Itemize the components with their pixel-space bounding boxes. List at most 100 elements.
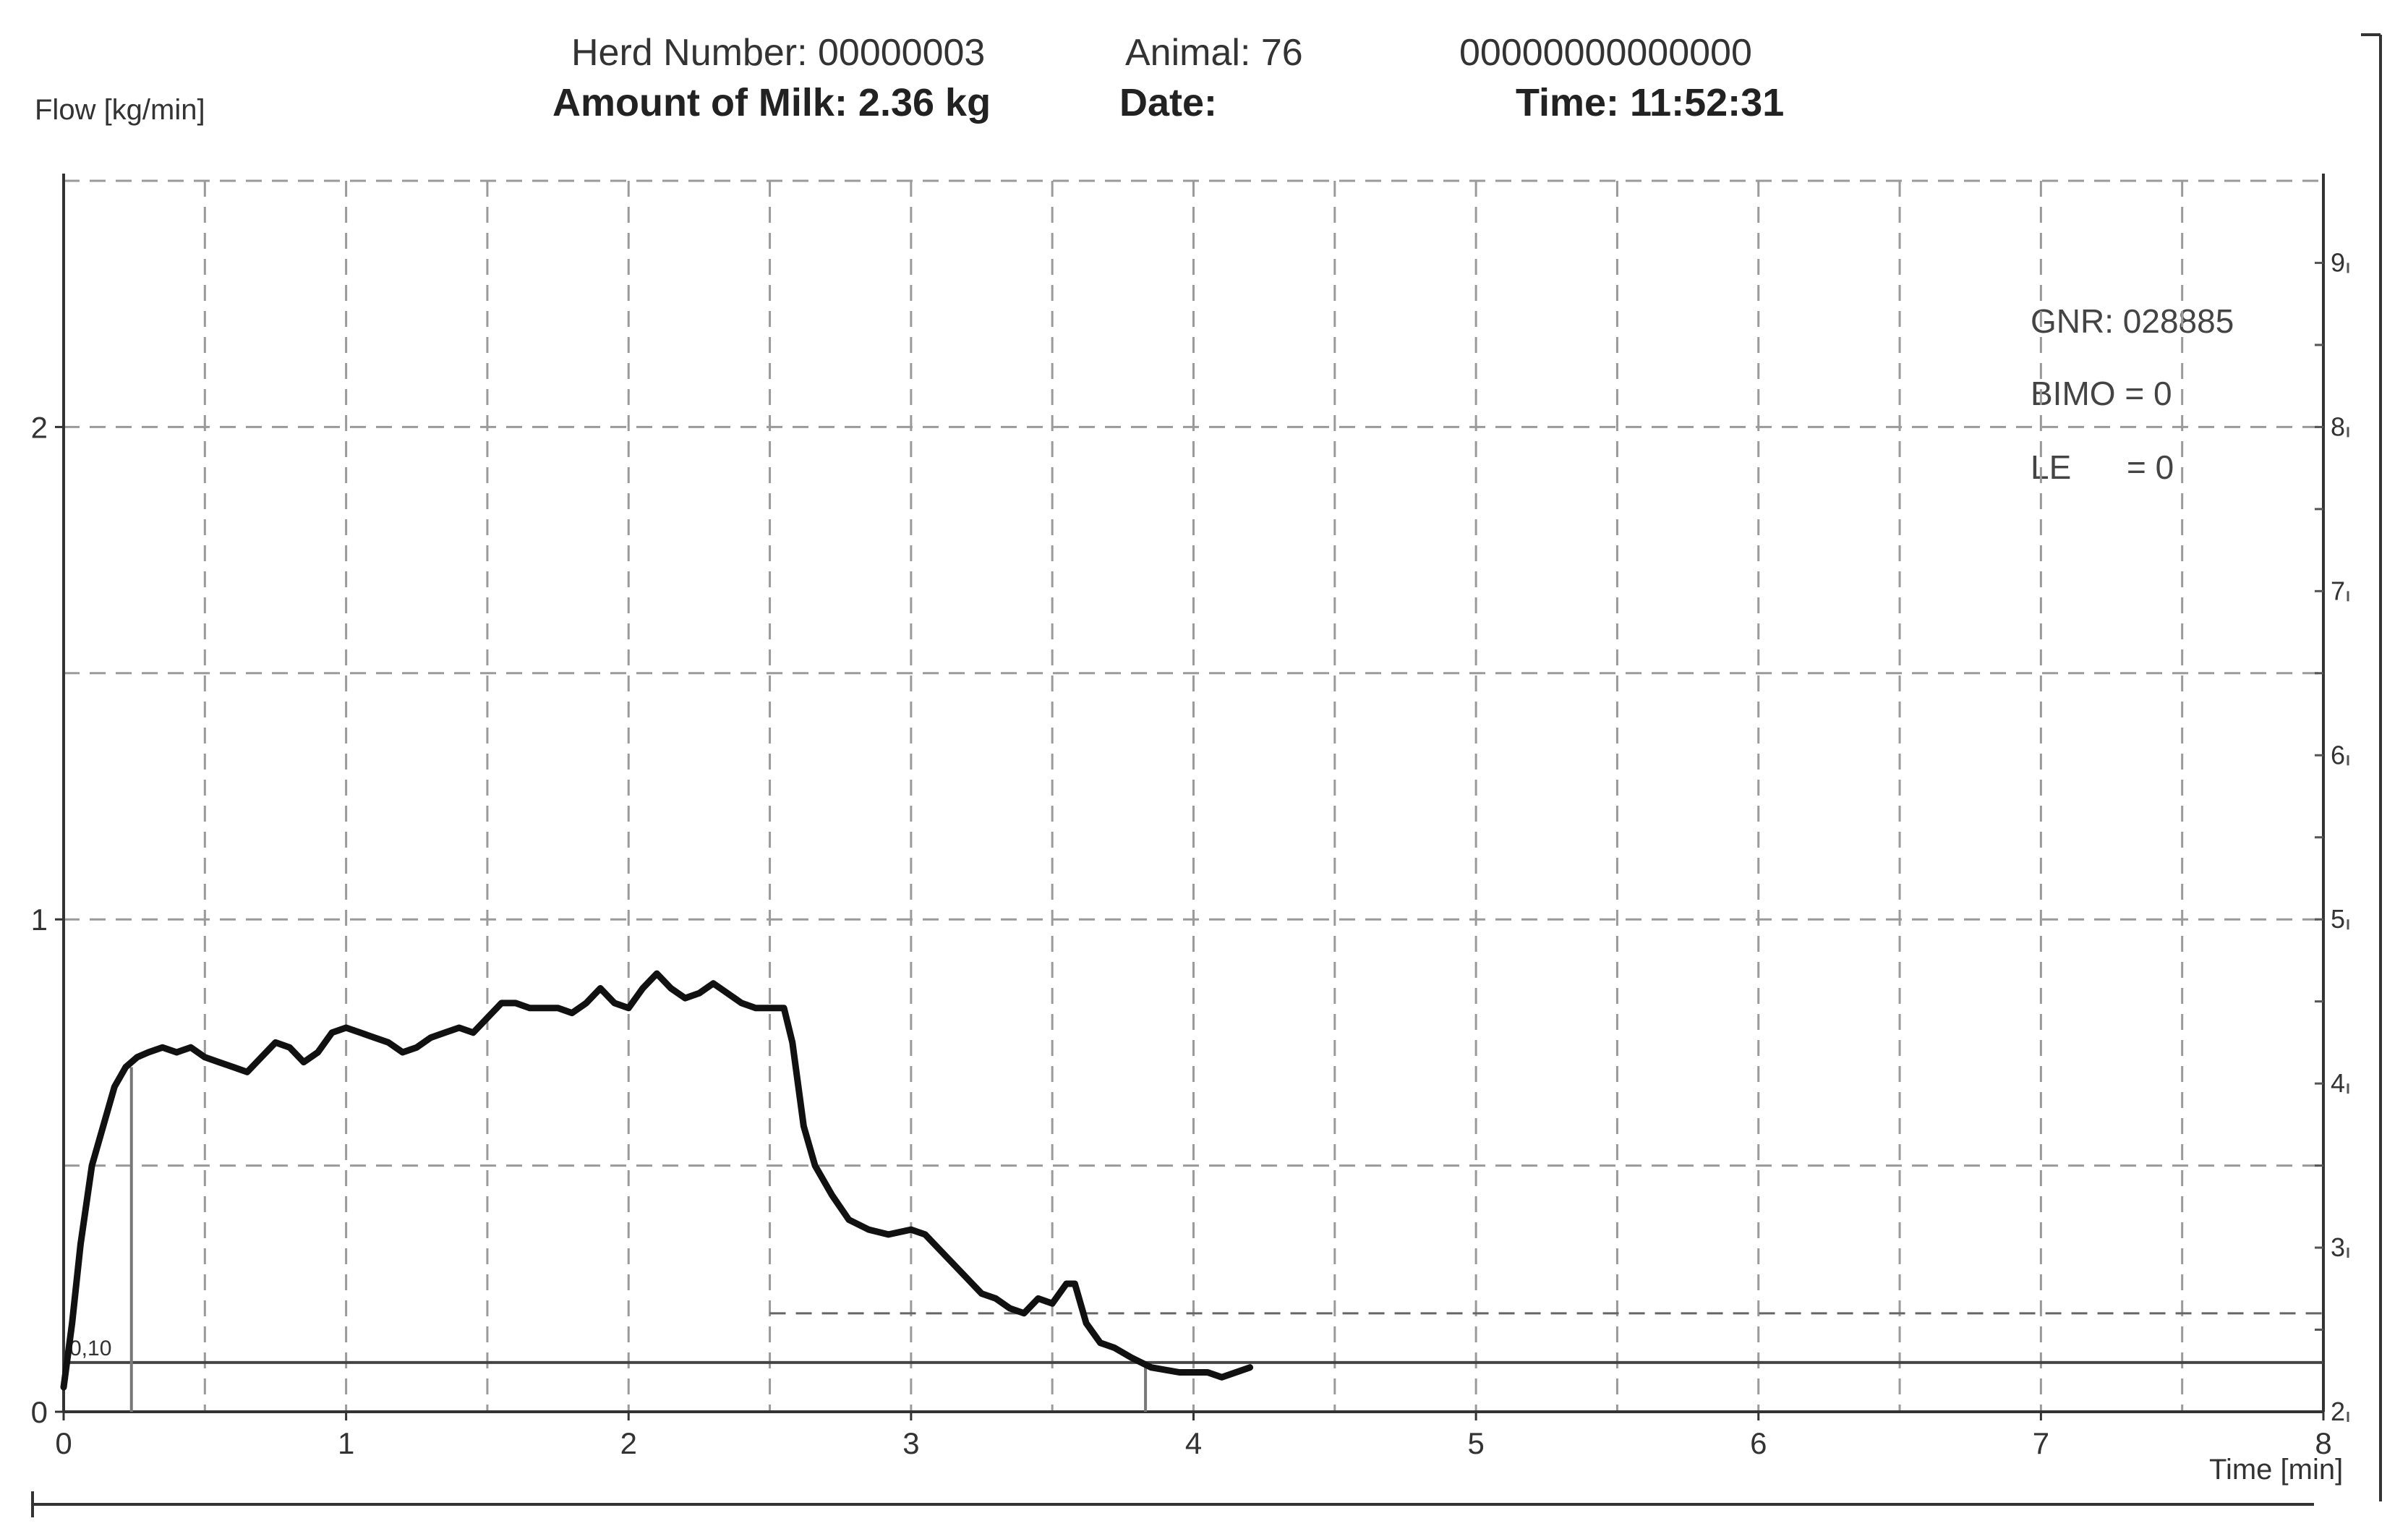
herd-number-text: Herd Number: 00000003: [571, 32, 985, 74]
flow-point: [400, 1050, 405, 1055]
date-text: Date:: [1119, 81, 1217, 124]
flow-point: [1148, 1365, 1153, 1370]
plot-marks: 0,10: [60, 970, 2323, 1412]
flow-point: [696, 991, 701, 996]
flow-point: [1112, 1345, 1117, 1350]
flow-point: [1219, 1375, 1224, 1380]
flow-point: [315, 1050, 320, 1055]
bimo-text: BIMO = 0: [2031, 375, 2172, 412]
flow-point: [739, 1000, 744, 1005]
flow-point: [683, 996, 688, 1001]
flow-point: [112, 1084, 117, 1089]
flow-point: [330, 1030, 335, 1035]
flow-point: [216, 1060, 221, 1065]
flow-point: [244, 1070, 249, 1075]
y2-tick-label: 8: [2331, 412, 2345, 441]
flow-point: [358, 1030, 363, 1035]
flow-point: [782, 1005, 787, 1010]
flow-curve: [60, 970, 1254, 1391]
flow-point: [188, 1045, 193, 1050]
flow-point: [231, 1065, 236, 1070]
flow-point: [908, 1227, 913, 1232]
time-text: Time: 11:52:31: [1516, 81, 1784, 124]
flow-point: [753, 1005, 759, 1010]
flow-point: [846, 1217, 851, 1222]
x-tick-label: 0: [55, 1426, 72, 1460]
flow-point: [123, 1065, 128, 1070]
flow-point: [1084, 1321, 1089, 1326]
flow-point: [1050, 1301, 1055, 1306]
chart-header: Herd Number: 00000003 Animal: 76 0000000…: [552, 32, 1784, 124]
flow-point: [654, 971, 659, 976]
flow-point: [1177, 1370, 1182, 1375]
x-axis-title: Time [min]: [2209, 1454, 2343, 1486]
y-tick-label: 0: [31, 1395, 48, 1429]
x-tick-label: 3: [902, 1426, 919, 1460]
flow-point: [90, 1163, 95, 1168]
y2-tick-label: 2: [2331, 1397, 2345, 1426]
amount-of-milk-text: Amount of Milk: 2.36 kg: [552, 81, 991, 124]
le-text: LE = 0: [2031, 448, 2174, 486]
flow-point: [994, 1296, 999, 1301]
flow-point: [287, 1045, 292, 1050]
flow-point: [829, 1193, 834, 1198]
flow-point: [1247, 1365, 1252, 1370]
flow-point: [484, 1015, 490, 1020]
flow-point: [78, 1242, 83, 1247]
y-tick-label: 2: [31, 410, 48, 444]
x-tick-label: 6: [1750, 1426, 1767, 1460]
flow-point: [160, 1045, 165, 1050]
grid-lines: [64, 179, 2323, 1412]
x-tick-label: 1: [338, 1426, 354, 1460]
flow-point: [259, 1054, 264, 1060]
x-tick-label: 8: [2315, 1426, 2331, 1460]
flow-point: [146, 1050, 151, 1055]
flow-point: [1129, 1355, 1134, 1360]
flow-point: [101, 1124, 106, 1129]
flow-point: [471, 1030, 476, 1035]
flow-point: [584, 1000, 589, 1005]
flow-point: [386, 1040, 391, 1045]
animal-text: Animal: 76: [1125, 32, 1303, 74]
x-tick-label: 7: [2033, 1426, 2049, 1460]
y-tick-label: 1: [31, 903, 48, 937]
tick-labels: 0 1 2 3 4 5 6 7 8 0 1 2 2 3 4 5 6 7 8 9: [31, 247, 2349, 1460]
threshold-label: 0,10: [69, 1337, 111, 1360]
flow-point: [1064, 1281, 1069, 1286]
flow-point: [598, 986, 603, 991]
axes: [31, 33, 2382, 1517]
flow-point: [555, 1005, 560, 1010]
flow-point: [790, 1040, 795, 1045]
flow-point: [1234, 1370, 1239, 1375]
flow-point: [979, 1291, 984, 1296]
flow-point: [1036, 1296, 1041, 1301]
flow-point: [202, 1054, 208, 1060]
flow-point: [951, 1261, 956, 1266]
flow-point: [866, 1227, 871, 1232]
flow-point: [414, 1045, 419, 1050]
flow-point: [499, 1000, 504, 1005]
flow-point: [174, 1050, 179, 1055]
y2-tick-label: 7: [2331, 576, 2345, 605]
flow-point: [135, 1054, 140, 1060]
flow-point: [273, 1040, 278, 1045]
x-tick-label: 5: [1467, 1426, 1484, 1460]
flow-point: [428, 1035, 433, 1040]
flow-point: [1098, 1340, 1103, 1345]
flow-point: [61, 1384, 66, 1389]
flow-point: [626, 1005, 631, 1010]
info-box: GNR: 028885 BIMO = 0 LE = 0: [2031, 302, 2234, 486]
flow-point: [1072, 1281, 1077, 1286]
flow-point: [443, 1030, 448, 1035]
flow-point: [302, 1060, 307, 1065]
gnr-text: GNR: 028885: [2031, 302, 2234, 340]
y2-tick-label: 6: [2331, 740, 2345, 770]
flow-point: [343, 1025, 349, 1030]
flow-point: [923, 1232, 928, 1237]
flow-point: [725, 991, 730, 996]
x-tick-label: 2: [620, 1426, 637, 1460]
y2-tick-label: 5: [2331, 904, 2345, 934]
flow-point: [527, 1005, 532, 1010]
flow-point: [640, 986, 645, 991]
flow-point: [69, 1321, 74, 1326]
